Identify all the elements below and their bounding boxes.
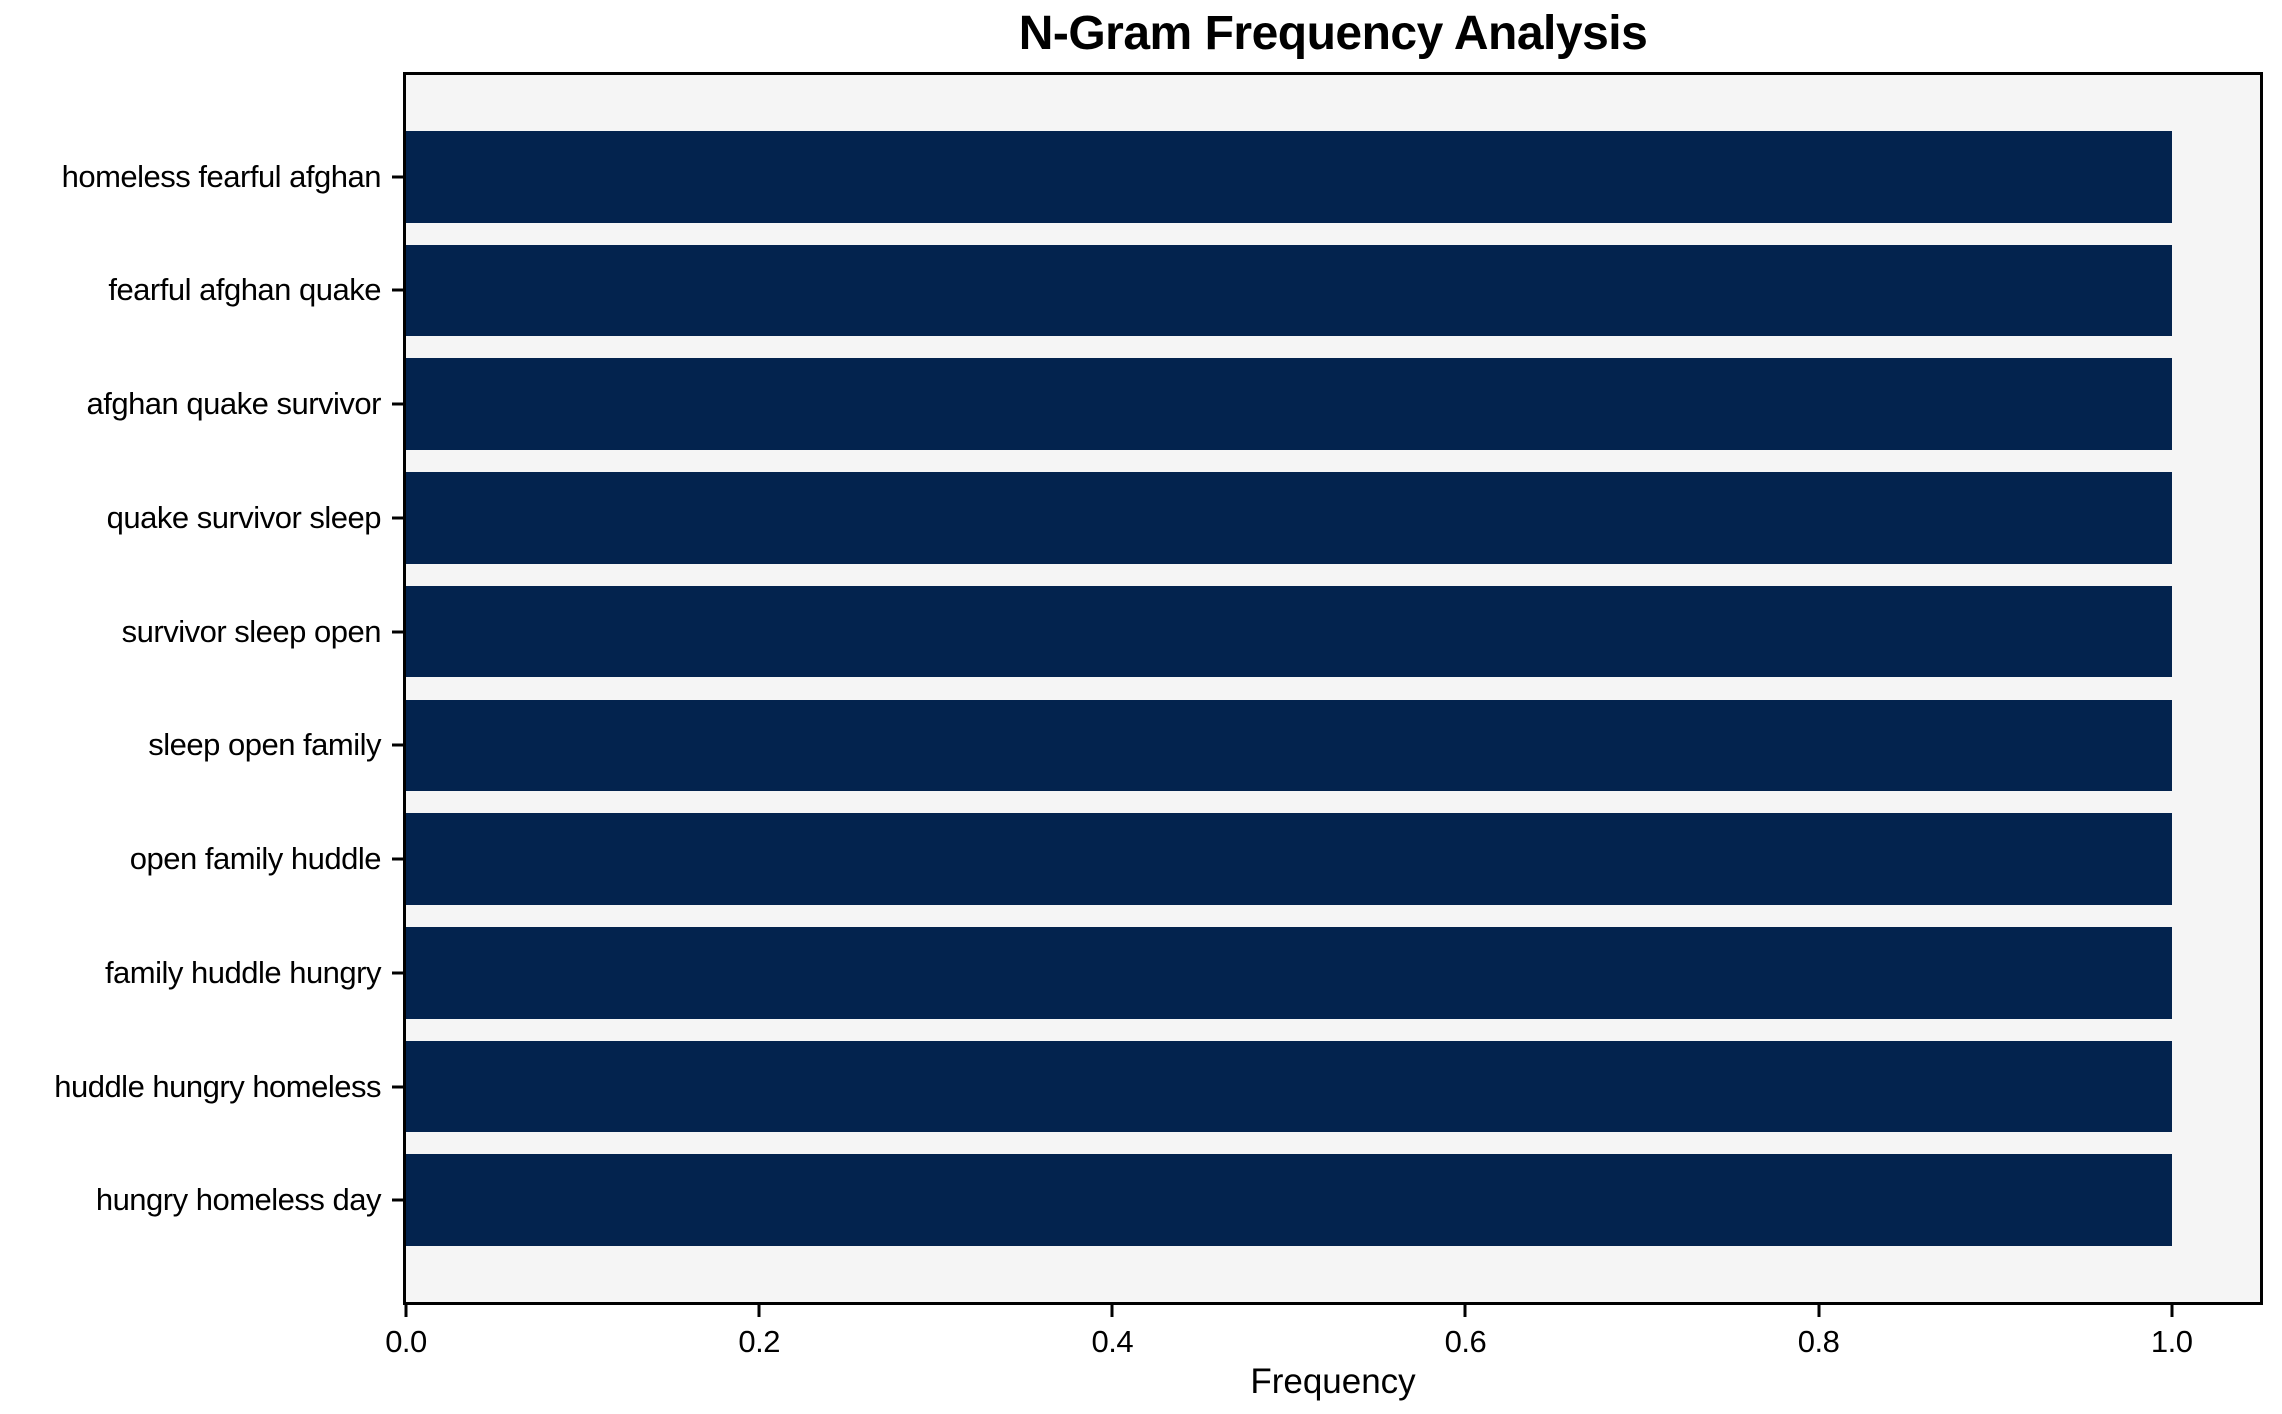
x-tick-label: 0.4 [1091,1324,1134,1359]
y-tick-mark [392,402,403,406]
chart-title: N-Gram Frequency Analysis [1018,7,1648,60]
bar [406,472,2172,564]
bars-container: homeless fearful afghan fearful afghan qu… [54,75,2260,1302]
bar-row: hungry homeless day [96,1154,2260,1246]
y-tick-label: survivor sleep open [121,613,382,649]
x-tick-label: 1.0 [2150,1324,2193,1359]
x-tick-label: 0.0 [385,1324,427,1359]
x-tick-mark [2170,1305,2174,1317]
y-tick-mark [392,630,403,634]
x-tick-mark [404,1305,408,1317]
x-tick-mark [1110,1305,1114,1317]
bar-row: homeless fearful afghan [62,131,2260,223]
y-tick-mark [392,516,403,520]
x-tick-mark [1463,1305,1467,1317]
y-tick-label: homeless fearful afghan [61,158,382,194]
y-tick-mark [392,175,403,179]
bar-row: family huddle hungry [105,927,2260,1019]
y-tick-mark [392,857,403,861]
bar-row: sleep open family [148,699,2260,792]
x-tick-label: 0.2 [738,1324,780,1359]
bar [406,1040,2172,1133]
y-tick-label: family huddle hungry [104,954,382,990]
bar-row: afghan quake survivor [86,358,2260,450]
y-tick-mark [392,1198,403,1202]
x-tick-label: 0.8 [1797,1324,1840,1359]
bar [406,131,2172,223]
y-tick-mark [392,971,403,975]
y-tick-mark [392,743,403,747]
y-tick-label: hungry homeless day [95,1182,382,1218]
x-tick-mark [1817,1305,1821,1317]
bar-row: open family huddle [130,813,2260,905]
bar-row: fearful afghan quake [108,244,2260,337]
bar-row: survivor sleep open [122,585,2260,678]
bar [406,699,2172,792]
y-tick-label: open family huddle [129,841,382,877]
x-tick-label: 0.6 [1444,1324,1487,1359]
y-tick-label: afghan quake survivor [86,386,381,422]
y-tick-mark [392,288,403,292]
bar [406,1154,2172,1246]
x-tick-mark [757,1305,761,1317]
y-tick-label: sleep open family [148,727,381,763]
y-tick-label: quake survivor sleep [106,499,382,535]
y-tick-label: fearful afghan quake [108,272,381,308]
bar-row: quake survivor sleep [107,472,2260,564]
y-tick-label: huddle hungry homeless [54,1068,381,1104]
x-axis-label: Frequency [1250,1362,1416,1401]
bar [406,585,2172,678]
bar [406,813,2172,905]
bar [406,927,2172,1019]
bar [406,358,2172,450]
bar [406,244,2172,337]
plot-area: homeless fearful afghan fearful afghan qu… [54,72,2263,1359]
bar-row: huddle hungry homeless [54,1040,2260,1133]
y-tick-mark [392,1085,403,1088]
